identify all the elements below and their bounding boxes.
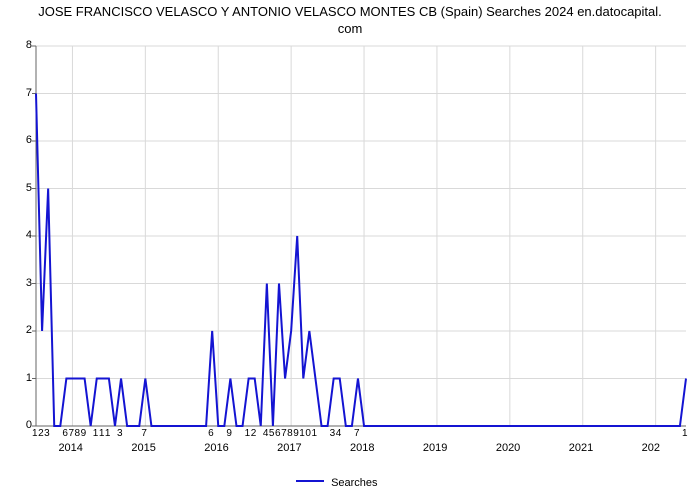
x-small-tick-label: 7	[354, 428, 360, 439]
x-small-tick-label: 2	[251, 428, 257, 439]
x-small-tick-label: 2	[38, 428, 44, 439]
x-year-tick-label: 2020	[496, 442, 520, 454]
x-small-tick-label: 1	[99, 428, 105, 439]
x-small-tick-label: 6	[275, 428, 281, 439]
y-tick-label: 3	[18, 277, 32, 289]
x-small-tick-label: 1	[32, 428, 38, 439]
x-small-tick-label: 7	[68, 428, 74, 439]
x-small-tick-label: 5	[269, 428, 275, 439]
x-small-tick-label: 9	[226, 428, 232, 439]
legend-label: Searches	[331, 477, 377, 489]
x-small-tick-label: 1	[311, 428, 317, 439]
x-small-tick-label: 3	[330, 428, 336, 439]
y-tick-label: 6	[18, 134, 32, 146]
x-small-tick-label: 1	[682, 428, 688, 439]
x-small-tick-label: 9	[293, 428, 299, 439]
x-small-tick-label: 9	[81, 428, 87, 439]
x-small-tick-label: 8	[287, 428, 293, 439]
x-small-tick-label: 4	[336, 428, 342, 439]
x-year-tick-label: 202	[642, 442, 660, 454]
x-small-tick-label: 1	[299, 428, 305, 439]
y-tick-label: 4	[18, 229, 32, 241]
x-small-tick-label: 7	[281, 428, 287, 439]
x-small-tick-label: 1	[245, 428, 251, 439]
x-year-tick-label: 2014	[58, 442, 82, 454]
chart-legend: Searches	[296, 476, 378, 489]
legend-color-swatch	[296, 476, 324, 489]
x-year-tick-label: 2016	[204, 442, 228, 454]
y-tick-label: 8	[18, 39, 32, 51]
chart-title-line1: JOSE FRANCISCO VELASCO Y ANTONIO VELASCO…	[38, 4, 662, 19]
x-small-tick-label: 1	[93, 428, 99, 439]
y-tick-label: 5	[18, 182, 32, 194]
x-small-tick-label: 1	[105, 428, 111, 439]
x-small-tick-label: 3	[44, 428, 50, 439]
x-small-tick-label: 3	[117, 428, 123, 439]
chart-plot	[36, 46, 686, 426]
x-small-tick-label: 4	[263, 428, 269, 439]
y-tick-label: 2	[18, 324, 32, 336]
x-small-tick-label: 6	[62, 428, 68, 439]
chart-container: JOSE FRANCISCO VELASCO Y ANTONIO VELASCO…	[0, 0, 700, 500]
x-year-tick-label: 2015	[131, 442, 155, 454]
x-small-tick-label: 7	[141, 428, 147, 439]
x-year-tick-label: 2021	[569, 442, 593, 454]
x-small-tick-label: 8	[75, 428, 81, 439]
y-tick-label: 1	[18, 372, 32, 384]
x-year-tick-label: 2017	[277, 442, 301, 454]
x-year-tick-label: 2019	[423, 442, 447, 454]
x-small-tick-label: 6	[208, 428, 214, 439]
chart-title: JOSE FRANCISCO VELASCO Y ANTONIO VELASCO…	[0, 4, 700, 38]
chart-title-line2: com	[338, 21, 363, 36]
y-tick-label: 7	[18, 87, 32, 99]
x-year-tick-label: 2018	[350, 442, 374, 454]
y-tick-label: 0	[18, 419, 32, 431]
x-small-tick-label: 0	[305, 428, 311, 439]
